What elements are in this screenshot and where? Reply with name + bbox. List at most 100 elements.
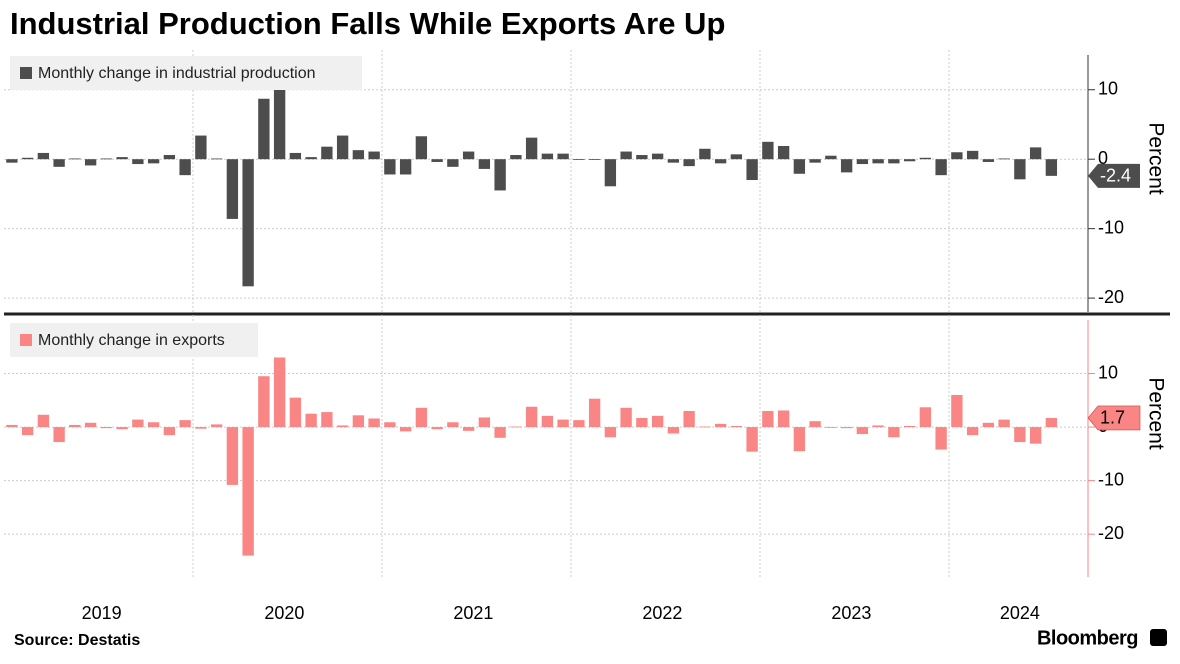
bar bbox=[998, 419, 1010, 428]
x-tick-label: 2022 bbox=[642, 603, 682, 623]
bar bbox=[21, 427, 34, 436]
bar bbox=[494, 427, 506, 438]
bar bbox=[273, 357, 286, 428]
bar bbox=[573, 420, 585, 428]
bar bbox=[966, 427, 979, 436]
bar bbox=[69, 158, 81, 160]
x-tick-label: 2021 bbox=[453, 603, 493, 623]
bar bbox=[730, 154, 743, 160]
bar bbox=[305, 157, 317, 160]
y-tick-label: -20 bbox=[1098, 523, 1124, 543]
bar bbox=[714, 423, 727, 428]
bar bbox=[651, 415, 664, 428]
bar bbox=[746, 159, 758, 181]
bar bbox=[179, 159, 191, 176]
y-axis-label: Percent bbox=[1144, 377, 1167, 450]
bar bbox=[1014, 427, 1026, 443]
bar bbox=[903, 426, 916, 428]
bar bbox=[163, 155, 176, 160]
bar bbox=[6, 424, 18, 428]
bar bbox=[195, 427, 207, 429]
bar bbox=[210, 158, 223, 160]
bar bbox=[289, 397, 302, 428]
bar bbox=[573, 159, 585, 160]
bar bbox=[37, 152, 50, 160]
bar bbox=[478, 159, 491, 169]
bar bbox=[336, 425, 349, 428]
bar bbox=[620, 407, 632, 428]
bar bbox=[982, 422, 995, 428]
source: Source: Destatis bbox=[14, 632, 140, 649]
bar bbox=[588, 159, 601, 160]
bar bbox=[431, 427, 443, 430]
bar bbox=[415, 136, 428, 160]
bar bbox=[1014, 159, 1026, 180]
bar bbox=[1029, 147, 1042, 160]
bar bbox=[730, 426, 743, 428]
bar bbox=[53, 427, 65, 443]
y-axis-label: Percent bbox=[1144, 122, 1167, 195]
bar bbox=[510, 155, 522, 160]
bar bbox=[1029, 427, 1042, 444]
bar bbox=[242, 427, 254, 556]
bar bbox=[399, 159, 412, 175]
bar bbox=[840, 159, 853, 173]
bar bbox=[746, 427, 758, 452]
bar bbox=[588, 398, 601, 428]
bar bbox=[100, 427, 113, 429]
bar bbox=[352, 415, 365, 428]
bar bbox=[966, 150, 979, 160]
bar bbox=[541, 415, 554, 428]
bar bbox=[21, 157, 34, 160]
bar bbox=[636, 417, 648, 428]
bar bbox=[935, 159, 947, 176]
chart-title: Industrial Production Falls While Export… bbox=[10, 6, 725, 41]
bar bbox=[116, 427, 128, 430]
bar bbox=[352, 150, 365, 160]
bar bbox=[919, 157, 932, 160]
bar bbox=[431, 159, 443, 162]
x-tick-label: 2019 bbox=[82, 603, 122, 623]
x-tick-label: 2020 bbox=[264, 603, 304, 623]
bar bbox=[951, 394, 963, 428]
bar bbox=[651, 153, 664, 160]
bar bbox=[100, 158, 113, 160]
bar bbox=[951, 152, 963, 160]
bar bbox=[305, 413, 317, 428]
bar bbox=[762, 411, 774, 428]
legend-label: Monthly change in exports bbox=[38, 332, 225, 349]
bar bbox=[415, 407, 428, 428]
bar bbox=[762, 141, 774, 160]
bar bbox=[399, 427, 412, 432]
bar bbox=[447, 159, 459, 167]
last-value-tag bbox=[1088, 163, 1140, 188]
bar bbox=[384, 422, 396, 428]
bar bbox=[856, 159, 869, 165]
bar bbox=[84, 159, 97, 166]
legend-box bbox=[10, 56, 362, 90]
bar bbox=[793, 159, 806, 174]
legend-box bbox=[10, 323, 258, 357]
bar bbox=[368, 418, 380, 428]
bar bbox=[462, 151, 475, 160]
bar bbox=[368, 151, 380, 160]
bar bbox=[69, 424, 81, 428]
y-tick-label: 0 bbox=[1098, 148, 1108, 168]
bar bbox=[825, 155, 837, 160]
brand: Bloomberg bbox=[1037, 627, 1138, 649]
bar bbox=[699, 426, 711, 428]
y-tick-label: -10 bbox=[1098, 217, 1124, 237]
y-tick-label: 10 bbox=[1098, 362, 1118, 382]
y-tick-label: -10 bbox=[1098, 469, 1124, 489]
bar bbox=[604, 427, 617, 438]
bar bbox=[982, 159, 995, 162]
bar bbox=[37, 414, 50, 428]
bar bbox=[462, 427, 475, 431]
bar bbox=[210, 424, 223, 428]
bar bbox=[872, 425, 884, 428]
legend-swatch bbox=[20, 67, 32, 79]
bar bbox=[1045, 417, 1058, 428]
bar bbox=[840, 427, 853, 429]
bar bbox=[714, 159, 727, 164]
